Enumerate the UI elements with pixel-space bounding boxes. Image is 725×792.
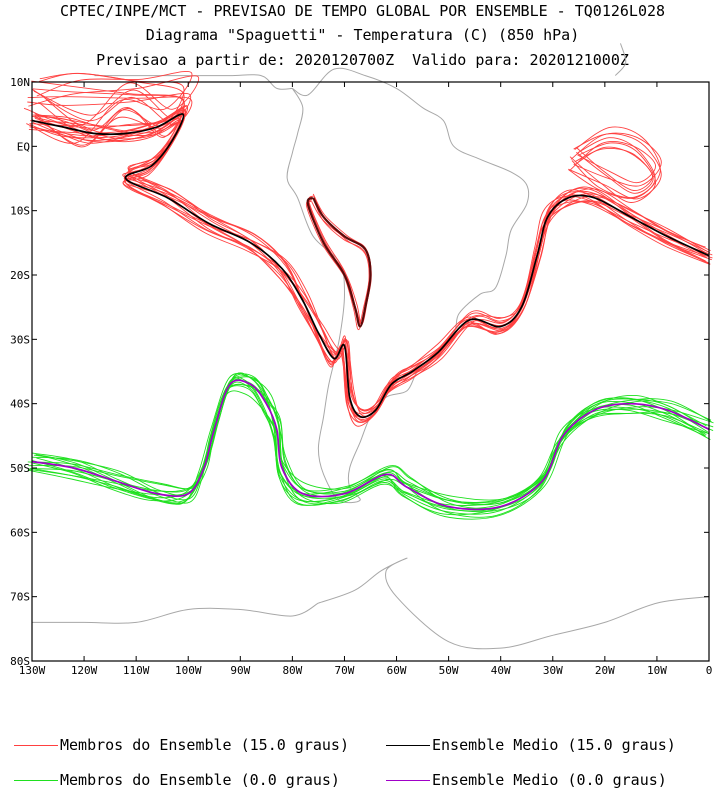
member-line-0 <box>29 381 714 509</box>
lon-tick-label: 100W <box>175 664 202 677</box>
legend-swatch-members-15 <box>14 744 58 746</box>
legend-swatch-mean-0 <box>386 779 430 781</box>
member-line-15 <box>32 114 711 411</box>
chart-title-line-1: CPTEC/INPE/MCT - PREVISAO DE TEMPO GLOBA… <box>59 2 666 20</box>
lon-tick-label: 30W <box>543 664 563 677</box>
ensemble-mean-15-line <box>31 113 710 419</box>
member-line-15-pacific <box>23 75 200 127</box>
lon-tick-label: 40W <box>491 664 511 677</box>
lon-tick-label: 0 <box>706 664 713 677</box>
lon-tick-label: 80W <box>282 664 302 677</box>
member-line-0 <box>36 373 706 506</box>
legend-item-mean-0: Ensemble Medio (0.0 graus) <box>386 771 667 789</box>
legend-label-mean-15: Ensemble Medio (15.0 graus) <box>432 736 676 754</box>
lat-tick-label: 70S <box>10 591 30 604</box>
member-line-0 <box>33 383 707 520</box>
coastline-south-america <box>286 67 530 504</box>
lat-tick-label: 40S <box>10 398 30 411</box>
member-line-0 <box>32 383 708 515</box>
lat-tick-label: 10N <box>10 76 30 89</box>
lon-tick-label: 20W <box>595 664 615 677</box>
legend-label-members-15: Membros do Ensemble (15.0 graus) <box>60 736 349 754</box>
members-15-degree-layer <box>23 71 713 427</box>
member-line-15-pacific <box>31 80 185 137</box>
lat-tick-label: 30S <box>10 333 30 346</box>
lon-tick-label: 120W <box>71 664 98 677</box>
member-line-15-atlantic <box>574 147 654 194</box>
coastline-antarctica-west <box>32 602 319 624</box>
members-0-degree-layer <box>27 372 714 520</box>
member-line-15 <box>32 111 710 414</box>
member-line-15-andes <box>308 193 372 331</box>
lat-tick-label: 80S <box>10 655 30 668</box>
lon-tick-label: 110W <box>123 664 150 677</box>
member-line-0 <box>32 372 711 506</box>
member-line-15-atlantic <box>571 137 656 199</box>
member-line-15-pacific <box>34 73 185 148</box>
ensemble-mean-layer <box>31 113 710 511</box>
member-line-15 <box>29 105 713 422</box>
legend-label-mean-0: Ensemble Medio (0.0 graus) <box>432 771 667 789</box>
member-line-0 <box>35 376 706 512</box>
coastline-central-america <box>94 74 293 90</box>
lat-tick-label: 10S <box>10 205 30 218</box>
chart-title-line-3: Previsao a partir de: 2020120700Z Valido… <box>96 51 629 69</box>
lon-tick-label: 130W <box>19 664 46 677</box>
member-line-0 <box>32 373 710 506</box>
lat-tick-label: 50S <box>10 462 30 475</box>
member-line-15-atlantic <box>569 140 656 184</box>
ensemble-mean-0-line <box>31 379 710 511</box>
lon-tick-label: 60W <box>387 664 407 677</box>
coastline-africa <box>614 43 627 76</box>
lon-tick-label: 90W <box>230 664 250 677</box>
lon-tick-label: 10W <box>647 664 667 677</box>
member-line-15-andes <box>308 196 370 326</box>
member-line-15-atlantic <box>568 126 661 199</box>
legend-item-mean-15: Ensemble Medio (15.0 graus) <box>386 736 676 754</box>
member-line-15 <box>29 105 712 419</box>
member-line-15-atlantic <box>569 142 656 203</box>
member-line-0 <box>28 385 712 513</box>
legend-swatch-members-0 <box>14 779 58 781</box>
member-line-15-atlantic <box>570 132 662 187</box>
member-line-15-pacific <box>27 89 191 120</box>
legend-label-members-0: Membros do Ensemble (0.0 graus) <box>60 771 340 789</box>
member-line-15 <box>34 108 709 417</box>
map-frame <box>31 81 710 662</box>
ensemble-mean-15-andes-line <box>306 196 372 328</box>
lon-tick-label: 70W <box>335 664 355 677</box>
coastline-antarctica <box>318 557 710 650</box>
lon-tick-label: 50W <box>439 664 459 677</box>
legend-item-members-0: Membros do Ensemble (0.0 graus) <box>14 771 340 789</box>
legend-item-members-15: Membros do Ensemble (15.0 graus) <box>14 736 349 754</box>
lat-tick-label: 20S <box>10 269 30 282</box>
chart-title-line-2: Diagrama "Spaguetti" - Temperatura (C) (… <box>145 26 580 44</box>
lat-tick-label: EQ <box>17 140 30 153</box>
axis-ticks <box>31 81 710 662</box>
lat-tick-label: 60S <box>10 526 30 539</box>
legend-swatch-mean-15 <box>386 744 430 746</box>
member-line-15-pacific <box>32 88 185 138</box>
